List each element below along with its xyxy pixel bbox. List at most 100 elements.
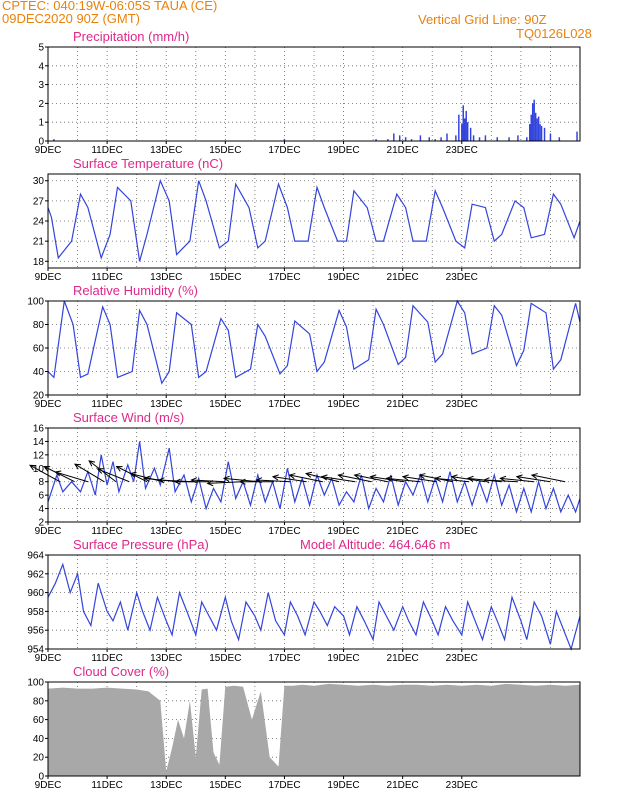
wind-ytick-label: 6 (38, 491, 44, 502)
precipitation-xtick-label: 19DEC (327, 145, 359, 156)
temperature-xtick-label: 17DEC (268, 272, 300, 283)
wind-arrow (320, 474, 356, 483)
wind-arrow-shaft (29, 464, 61, 483)
precipitation-bar (543, 127, 546, 141)
precipitation-ytick-label: 4 (38, 61, 44, 72)
precipitation-bar (446, 133, 448, 141)
wind-arrow-head (271, 474, 279, 481)
precipitation-bar (469, 127, 472, 141)
pressure-title: Surface Pressure (hPa) (73, 537, 209, 552)
wind-arrow-head (418, 473, 426, 480)
wind-arrow-head (305, 471, 313, 478)
precipitation-bar (465, 110, 467, 141)
cloud-cover-xtick-label: 11DEC (91, 780, 123, 791)
pressure-xtick-label: 23DEC (446, 653, 478, 664)
precipitation-bar (410, 139, 413, 141)
precipitation-bar (576, 131, 578, 141)
wind-arrow-head (74, 463, 82, 470)
humidity-xtick-label: 17DEC (268, 399, 300, 410)
wind-xtick-label: 17DEC (268, 526, 300, 537)
wind-arrow (434, 475, 470, 483)
wind-arrow-shaft (55, 471, 89, 483)
wind-arrow (515, 474, 551, 483)
pressure-panel: 954 956 958 960 962 964 9DEC 11DEC 13DEC 15DEC 17D… (27, 537, 581, 664)
wind-arrow (173, 478, 210, 485)
humidity-xtick-label: 11DEC (91, 399, 123, 410)
wind-arrow-head (353, 473, 361, 480)
precipitation-xtick-label: 11DEC (91, 145, 123, 156)
wind-arrow-shaft (435, 477, 470, 483)
precipitation-bar (440, 137, 442, 141)
wind-ytick-label: 12 (33, 450, 45, 461)
wind-xtick-label: 11DEC (91, 526, 123, 537)
cloud-cover-title: Cloud Cover (%) (73, 664, 169, 679)
temperature-ytick-label: 18 (33, 257, 45, 268)
wind-arrow (401, 474, 437, 483)
wind-arrow-head (96, 468, 104, 474)
wind-arrow-head (238, 478, 246, 485)
wind-arrow-shaft (354, 474, 388, 483)
precipitation-bar (539, 124, 541, 141)
wind-arrow (238, 478, 275, 485)
wind-ytick-label: 2 (38, 518, 44, 529)
wind-arrow (385, 475, 421, 483)
wind-arrow (29, 464, 61, 483)
temperature-ytick-label: 30 (33, 176, 45, 187)
precipitation-bar (462, 105, 464, 141)
humidity-ytick-label: 100 (27, 297, 44, 308)
wind-arrow (530, 473, 566, 483)
wind-arrow-head (222, 475, 230, 482)
precipitation-frame (47, 46, 581, 142)
precipitation-bar (419, 135, 422, 141)
wind-arrow (255, 477, 291, 484)
precipitation-ytick-label: 3 (38, 80, 44, 91)
wind-arrow-head (206, 480, 214, 487)
cloud-cover-xtick-label: 19DEC (327, 780, 359, 791)
pressure-xtick-label: 15DEC (209, 653, 241, 664)
wind-arrow (43, 465, 75, 483)
precipitation-bar (536, 118, 538, 141)
precipitation-bar (496, 137, 498, 141)
precipitation-bar (530, 114, 532, 141)
precipitation-bar (531, 103, 534, 141)
humidity-xtick-label: 15DEC (209, 399, 241, 410)
precipitation-bar (428, 137, 431, 141)
precipitation-ytick-label: 1 (38, 118, 44, 129)
wind-arrow-shaft (500, 477, 535, 483)
wind-arrow (54, 470, 89, 483)
wind-arrow (206, 480, 242, 487)
humidity-xtick-label: 19DEC (327, 399, 359, 410)
precipitation-bar (404, 137, 407, 141)
precipitation-xtick-label: 17DEC (268, 145, 300, 156)
pressure-xtick-label: 21DEC (387, 653, 419, 664)
pressure-line (47, 562, 581, 651)
precipitation-bar (529, 124, 531, 141)
temperature-ytick-label: 24 (33, 217, 45, 228)
pressure-xtick-label: 19DEC (327, 653, 359, 664)
wind-xtick-label: 15DEC (209, 526, 241, 537)
wind-arrow (337, 473, 372, 483)
wind-title: Surface Wind (m/s) (73, 410, 184, 425)
humidity-xtick-label: 13DEC (150, 399, 182, 410)
wind-arrow-shaft (97, 468, 130, 483)
precipitation-bar (478, 137, 481, 141)
precipitation-xtick-label: 13DEC (150, 145, 182, 156)
header-run-date: 09DEC2020 90Z (GMT) (2, 11, 140, 26)
cloud-cover-panel: 0 20 40 60 80 100 9DEC 11DEC 13DEC 15DEC 17DEC 19DE… (27, 664, 581, 791)
wind-xtick-label: 9DEC (35, 526, 62, 537)
precipitation-bar (434, 139, 436, 141)
wind-xtick-label: 13DEC (150, 526, 182, 537)
precipitation-bar (533, 99, 535, 141)
cloud-cover-xtick-label: 9DEC (35, 780, 62, 791)
precipitation-bar (534, 112, 537, 141)
pressure-xtick-label: 11DEC (91, 653, 123, 664)
precipitation-bar (283, 139, 286, 141)
pressure-xtick-label: 17DEC (268, 653, 300, 664)
precipitation-bar (526, 137, 528, 141)
wind-arrow-head (515, 474, 523, 481)
precipitation-bar (466, 122, 469, 141)
header-grid-note: Vertical Grid Line: 90Z (418, 12, 547, 27)
wind-arrow-shaft (516, 476, 551, 483)
cloud-cover-area (48, 683, 580, 776)
